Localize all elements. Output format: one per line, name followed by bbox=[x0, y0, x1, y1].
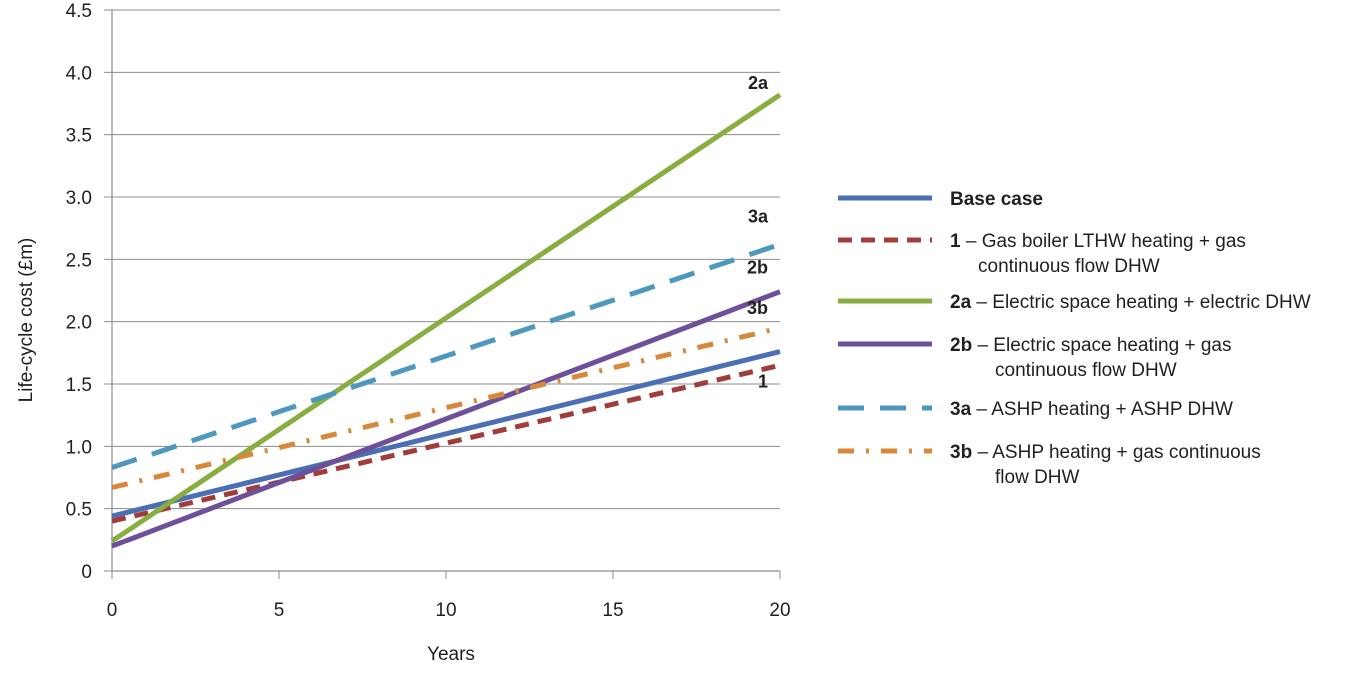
end-label-s2b: 2b bbox=[747, 258, 768, 278]
x-tick-label: 20 bbox=[769, 600, 790, 621]
end-labels: 1 2a 2b 3a 3b bbox=[747, 73, 769, 392]
series-line-s2a bbox=[110, 92, 782, 544]
legend-label-base: Base case bbox=[950, 189, 1043, 210]
legend-label-s3a: 3a – ASHP heating + ASHP DHW bbox=[950, 399, 1233, 420]
end-label-s3a: 3a bbox=[748, 206, 769, 226]
y-tick-label: 1.0 bbox=[66, 437, 92, 458]
series-line-s2b bbox=[111, 289, 781, 549]
series-line-s3a bbox=[111, 242, 781, 470]
legend: Base case 1 – Gas boiler LTHW heating + g… bbox=[838, 189, 1311, 488]
y-tick-label: 4.5 bbox=[66, 1, 92, 22]
legend-desc: – Gas boiler LTHW heating + gas bbox=[961, 231, 1246, 252]
legend-item-s2a: 2a – Electric space heating + electric D… bbox=[838, 292, 1311, 313]
end-label-s2a: 2a bbox=[748, 73, 769, 93]
legend-desc: – Electric space heating + electric DHW bbox=[971, 292, 1311, 313]
x-tick-label: 15 bbox=[602, 600, 623, 621]
legend-desc: – ASHP heating + gas continuous bbox=[972, 442, 1261, 463]
legend-item-s3b: 3b – ASHP heating + gas continuous flow D… bbox=[838, 442, 1261, 488]
x-axis-title: Years bbox=[427, 644, 475, 665]
legend-desc: – ASHP heating + ASHP DHW bbox=[971, 399, 1233, 420]
legend-item-s2b: 2b – Electric space heating + gas continu… bbox=[838, 335, 1231, 381]
legend-code: Base case bbox=[950, 189, 1043, 210]
series-line-base bbox=[111, 349, 781, 519]
x-tick-label: 5 bbox=[274, 600, 285, 621]
legend-desc-line2: continuous flow DHW bbox=[978, 256, 1160, 277]
legend-code: 2a bbox=[950, 292, 972, 313]
legend-item-s1: 1 – Gas boiler LTHW heating + gas continu… bbox=[838, 231, 1246, 277]
y-tick-label: 2.0 bbox=[66, 313, 92, 334]
y-tick-label: 2.5 bbox=[66, 250, 92, 271]
legend-code: 2b bbox=[950, 335, 972, 356]
x-tick-label: 0 bbox=[107, 600, 118, 621]
series-lines bbox=[110, 92, 782, 549]
y-tick-label: 3.0 bbox=[66, 188, 92, 209]
legend-item-s3a: 3a – ASHP heating + ASHP DHW bbox=[838, 399, 1233, 420]
y-tick-label: 1.5 bbox=[66, 375, 92, 396]
legend-label-s2a: 2a – Electric space heating + electric D… bbox=[950, 292, 1311, 313]
end-label-s1: 1 bbox=[758, 371, 768, 391]
grid-lines bbox=[112, 9, 780, 510]
axes: 0 0.5 1.0 1.5 2.0 2.5 3.0 3.5 4.0 4.5 0 5 10 15 20 bbox=[66, 1, 791, 621]
y-tick-label: 0.5 bbox=[66, 500, 92, 521]
y-tick-label: 0 bbox=[81, 562, 92, 583]
series-line-s1 bbox=[111, 362, 781, 524]
legend-code: 3b bbox=[950, 442, 972, 463]
legend-label-s1: 1 – Gas boiler LTHW heating + gas bbox=[950, 231, 1246, 252]
legend-code: 1 bbox=[950, 231, 961, 252]
legend-label-s2b: 2b – Electric space heating + gas bbox=[950, 335, 1231, 356]
x-tick-label: 10 bbox=[435, 600, 456, 621]
legend-code: 3a bbox=[950, 399, 972, 420]
series-line-s3b bbox=[111, 325, 781, 490]
legend-desc-line2: flow DHW bbox=[995, 467, 1080, 488]
legend-item-base: Base case bbox=[838, 189, 1043, 210]
y-axis-title: Life-cycle cost (£m) bbox=[16, 238, 37, 403]
legend-desc: – Electric space heating + gas bbox=[972, 335, 1231, 356]
y-tick-label: 4.0 bbox=[66, 63, 92, 84]
end-label-s3b: 3b bbox=[747, 298, 768, 318]
legend-desc-line2: continuous flow DHW bbox=[995, 360, 1177, 381]
y-tick-label: 3.5 bbox=[66, 126, 92, 147]
legend-label-s3b: 3b – ASHP heating + gas continuous bbox=[950, 442, 1261, 463]
